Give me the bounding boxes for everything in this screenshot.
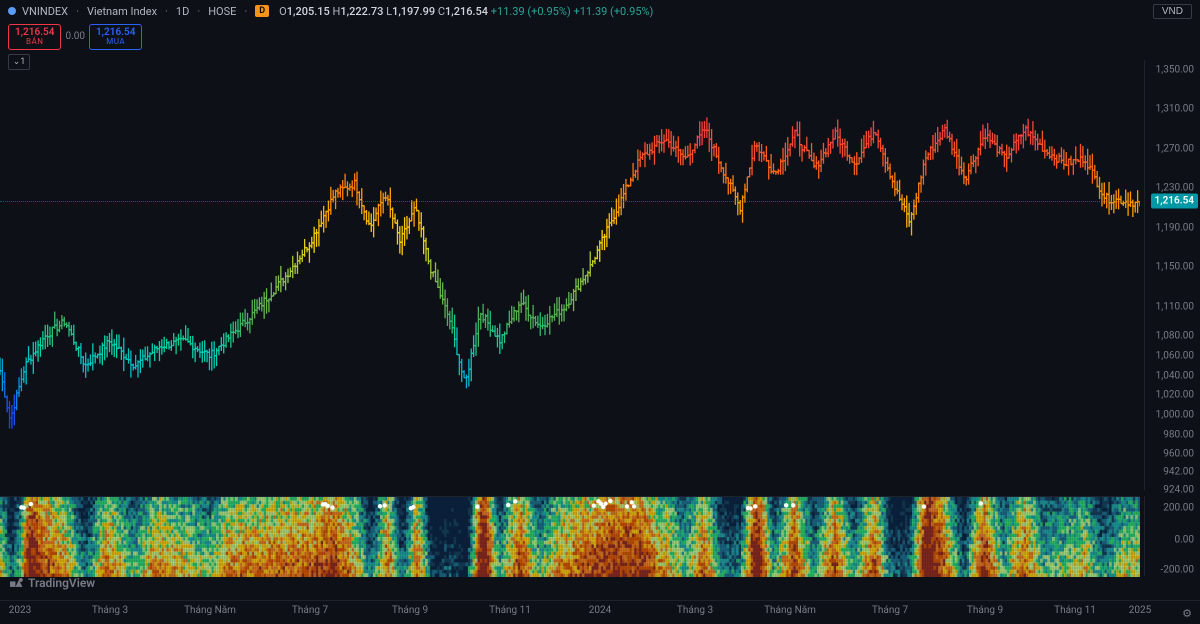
x-tick: Tháng 11 <box>1054 605 1096 616</box>
x-tick: Tháng 9 <box>392 605 428 616</box>
y-tick: 1,110.00 <box>1156 301 1194 312</box>
y-tick: 924.00 <box>1163 485 1194 496</box>
symbol-code[interactable]: VNINDEX <box>22 5 68 18</box>
exchange-label: HOSE <box>208 5 236 18</box>
indicator-tick: 0.00 <box>1175 535 1195 546</box>
gear-icon[interactable]: ⚙ <box>1182 607 1192 620</box>
y-tick: 1,190.00 <box>1156 222 1194 233</box>
x-tick: Tháng Năm <box>764 605 816 616</box>
indicator-panel[interactable] <box>0 496 1140 576</box>
y-tick: 1,270.00 <box>1156 143 1194 154</box>
indicator-tick: 200.00 <box>1163 503 1194 514</box>
current-price-tag: 1,216.54 <box>1151 194 1198 209</box>
price-chart[interactable] <box>0 60 1140 490</box>
y-tick: 1,080.00 <box>1156 331 1194 342</box>
delay-badge: D <box>255 5 269 17</box>
bid-ask-panel: 1,216.54 BÁN 0.00 1,216.54 MUA <box>0 22 1200 52</box>
y-tick: 980.00 <box>1163 429 1194 440</box>
x-tick: Tháng 3 <box>677 605 713 616</box>
x-tick: 2023 <box>9 605 31 616</box>
currency-toggle[interactable]: VND <box>1153 4 1192 19</box>
y-tick: 1,230.00 <box>1156 183 1194 194</box>
y-tick: 1,000.00 <box>1156 410 1194 421</box>
symbol-dot-icon <box>8 7 16 15</box>
ohlc-readout: O1,205.15 H1,222.73 L1,197.99 C1,216.54 … <box>279 5 653 18</box>
y-tick: 1,350.00 <box>1156 64 1194 75</box>
x-tick: Tháng 7 <box>292 605 328 616</box>
spread-value: 0.00 <box>65 31 85 42</box>
tradingview-logo[interactable]: TradingView <box>10 576 95 590</box>
buy-button[interactable]: 1,216.54 MUA <box>89 24 142 50</box>
y-tick: 1,040.00 <box>1156 370 1194 381</box>
indicator-tick: -200.00 <box>1160 565 1194 576</box>
interval-label[interactable]: 1D <box>176 5 189 18</box>
y-tick: 1,150.00 <box>1156 262 1194 273</box>
symbol-name: Vietnam Index <box>87 5 157 18</box>
x-tick: Tháng 3 <box>92 605 128 616</box>
x-tick: Tháng 9 <box>967 605 1003 616</box>
time-axis[interactable]: 2023 Tháng 3 Tháng Năm Tháng 7 Tháng 9 Tháng … <box>0 600 1200 624</box>
y-tick: 942.00 <box>1163 467 1194 478</box>
x-tick: 2024 <box>589 605 611 616</box>
y-tick: 960.00 <box>1163 449 1194 460</box>
x-tick: Tháng 11 <box>489 605 531 616</box>
x-tick: 2025 <box>1129 605 1151 616</box>
indicator-axis[interactable]: 200.00 0.00 -200.00 <box>1144 496 1200 576</box>
y-tick: 1,020.00 <box>1156 390 1194 401</box>
sell-button[interactable]: 1,216.54 BÁN <box>8 24 61 50</box>
x-tick: Tháng 7 <box>872 605 908 616</box>
price-axis[interactable]: 1,350.00 1,310.00 1,270.00 1,230.00 1,190.00… <box>1144 60 1200 490</box>
y-tick: 1,060.00 <box>1156 350 1194 361</box>
y-tick: 1,310.00 <box>1156 104 1194 115</box>
x-tick: Tháng Năm <box>184 605 236 616</box>
symbol-header: VNINDEX · Vietnam Index · 1D · HOSE · D … <box>0 0 1200 22</box>
current-price-line <box>0 201 1140 202</box>
